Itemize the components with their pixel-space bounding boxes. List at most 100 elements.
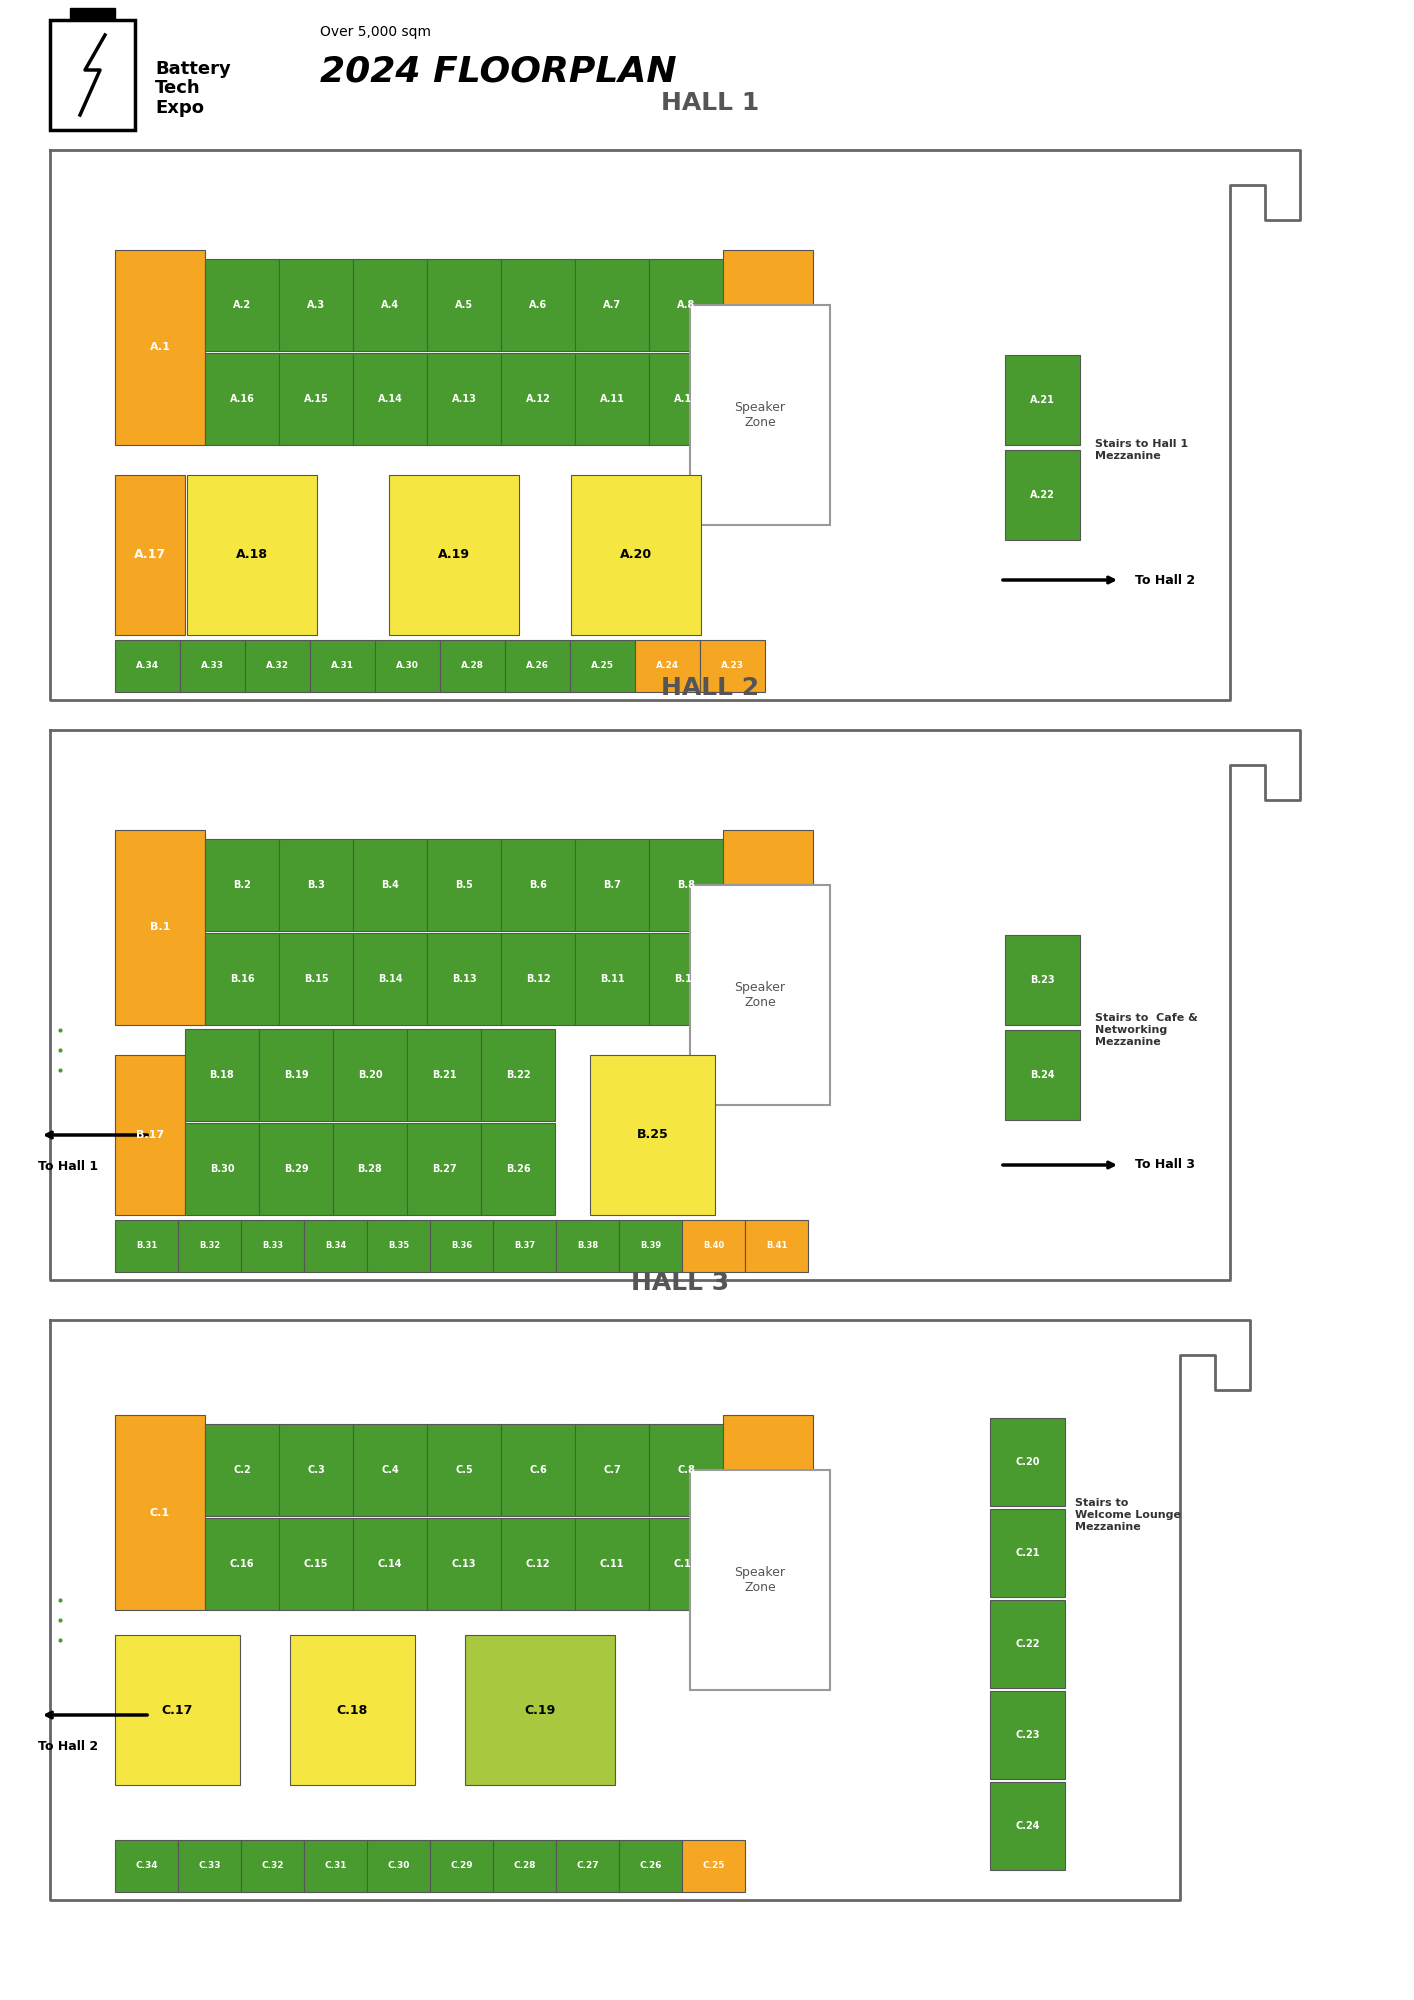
FancyBboxPatch shape xyxy=(375,640,440,692)
Text: A.17: A.17 xyxy=(134,548,165,562)
FancyBboxPatch shape xyxy=(649,1518,723,1610)
Text: A.25: A.25 xyxy=(591,662,614,670)
Text: A.21: A.21 xyxy=(1029,396,1055,404)
Text: A.22: A.22 xyxy=(1029,490,1055,500)
Text: A.2: A.2 xyxy=(233,300,252,310)
Text: B.4: B.4 xyxy=(380,880,399,890)
Text: B.40: B.40 xyxy=(703,1242,724,1250)
FancyBboxPatch shape xyxy=(501,352,575,446)
Text: A.26: A.26 xyxy=(526,662,549,670)
FancyBboxPatch shape xyxy=(279,932,354,1024)
Text: B.7: B.7 xyxy=(602,880,621,890)
Text: A.32: A.32 xyxy=(266,662,288,670)
Text: B.26: B.26 xyxy=(506,1164,530,1174)
Text: A.16: A.16 xyxy=(229,394,255,404)
FancyBboxPatch shape xyxy=(501,840,575,932)
FancyBboxPatch shape xyxy=(290,1636,414,1784)
Text: Over 5,000 sqm: Over 5,000 sqm xyxy=(320,24,431,38)
Text: B.24: B.24 xyxy=(1031,1070,1055,1080)
FancyBboxPatch shape xyxy=(427,840,501,932)
Text: 2024 FLOORPLAN: 2024 FLOORPLAN xyxy=(320,54,677,88)
Text: C.11: C.11 xyxy=(600,1560,624,1568)
Text: A.10: A.10 xyxy=(673,394,699,404)
FancyBboxPatch shape xyxy=(1005,356,1080,446)
Text: C.31: C.31 xyxy=(324,1862,346,1870)
FancyBboxPatch shape xyxy=(745,1220,807,1272)
FancyBboxPatch shape xyxy=(354,1518,427,1610)
FancyBboxPatch shape xyxy=(723,830,813,1024)
FancyBboxPatch shape xyxy=(501,1518,575,1610)
FancyBboxPatch shape xyxy=(354,932,427,1024)
Text: B.27: B.27 xyxy=(431,1164,457,1174)
Text: C.2: C.2 xyxy=(233,1464,250,1476)
Text: A.4: A.4 xyxy=(380,300,399,310)
Text: C.5: C.5 xyxy=(455,1464,472,1476)
Text: Speaker
Zone: Speaker Zone xyxy=(734,982,786,1010)
FancyBboxPatch shape xyxy=(501,258,575,350)
Text: To Hall 1: To Hall 1 xyxy=(38,1160,98,1172)
FancyBboxPatch shape xyxy=(1005,1030,1080,1120)
FancyBboxPatch shape xyxy=(354,258,427,350)
FancyBboxPatch shape xyxy=(115,1636,240,1784)
FancyBboxPatch shape xyxy=(279,1518,354,1610)
FancyBboxPatch shape xyxy=(185,1124,259,1214)
Text: A.31: A.31 xyxy=(331,662,354,670)
FancyBboxPatch shape xyxy=(501,1424,575,1516)
FancyBboxPatch shape xyxy=(430,1220,493,1272)
FancyBboxPatch shape xyxy=(354,1424,427,1516)
FancyBboxPatch shape xyxy=(990,1418,1065,1506)
Text: Stairs to  Cafe &
Networking
Mezzanine: Stairs to Cafe & Networking Mezzanine xyxy=(1094,1014,1198,1046)
Text: B.9: B.9 xyxy=(758,922,778,932)
Text: A.8: A.8 xyxy=(677,300,696,310)
Text: B.2: B.2 xyxy=(233,880,250,890)
Text: A.19: A.19 xyxy=(438,548,469,562)
FancyBboxPatch shape xyxy=(440,640,505,692)
Text: A.30: A.30 xyxy=(396,662,419,670)
Text: B.29: B.29 xyxy=(284,1164,308,1174)
FancyBboxPatch shape xyxy=(723,250,813,446)
Text: A.23: A.23 xyxy=(721,662,744,670)
FancyBboxPatch shape xyxy=(700,640,765,692)
Text: C.16: C.16 xyxy=(229,1560,255,1568)
Text: A.28: A.28 xyxy=(461,662,484,670)
FancyBboxPatch shape xyxy=(427,352,501,446)
FancyBboxPatch shape xyxy=(279,1424,354,1516)
FancyBboxPatch shape xyxy=(682,1220,745,1272)
Text: C.21: C.21 xyxy=(1015,1548,1039,1558)
Text: A.7: A.7 xyxy=(602,300,621,310)
FancyBboxPatch shape xyxy=(575,1518,649,1610)
Text: A.20: A.20 xyxy=(619,548,652,562)
FancyBboxPatch shape xyxy=(575,1424,649,1516)
FancyBboxPatch shape xyxy=(354,840,427,932)
Text: B.16: B.16 xyxy=(229,974,255,984)
FancyBboxPatch shape xyxy=(590,1056,715,1214)
FancyBboxPatch shape xyxy=(481,1030,556,1120)
Text: C.30: C.30 xyxy=(387,1862,410,1870)
FancyBboxPatch shape xyxy=(430,1840,493,1892)
Text: B.28: B.28 xyxy=(358,1164,382,1174)
Text: B.30: B.30 xyxy=(209,1164,235,1174)
Text: B.15: B.15 xyxy=(304,974,328,984)
FancyBboxPatch shape xyxy=(723,1416,813,1610)
Text: B.37: B.37 xyxy=(513,1242,534,1250)
Text: C.27: C.27 xyxy=(575,1862,598,1870)
FancyBboxPatch shape xyxy=(279,258,354,350)
Text: B.41: B.41 xyxy=(766,1242,788,1250)
Text: B.10: B.10 xyxy=(673,974,699,984)
FancyBboxPatch shape xyxy=(1005,936,1080,1024)
FancyBboxPatch shape xyxy=(481,1124,556,1214)
Text: B.25: B.25 xyxy=(636,1128,669,1142)
FancyBboxPatch shape xyxy=(115,474,185,636)
FancyBboxPatch shape xyxy=(115,1416,205,1610)
FancyBboxPatch shape xyxy=(501,932,575,1024)
Text: A.14: A.14 xyxy=(378,394,403,404)
Text: To Hall 2: To Hall 2 xyxy=(1135,574,1195,586)
Text: A.3: A.3 xyxy=(307,300,325,310)
Text: B.21: B.21 xyxy=(431,1070,457,1080)
FancyBboxPatch shape xyxy=(493,1220,556,1272)
FancyBboxPatch shape xyxy=(575,258,649,350)
Text: C.24: C.24 xyxy=(1015,1822,1039,1832)
FancyBboxPatch shape xyxy=(185,1030,259,1120)
Text: B.6: B.6 xyxy=(529,880,547,890)
FancyBboxPatch shape xyxy=(304,1840,368,1892)
